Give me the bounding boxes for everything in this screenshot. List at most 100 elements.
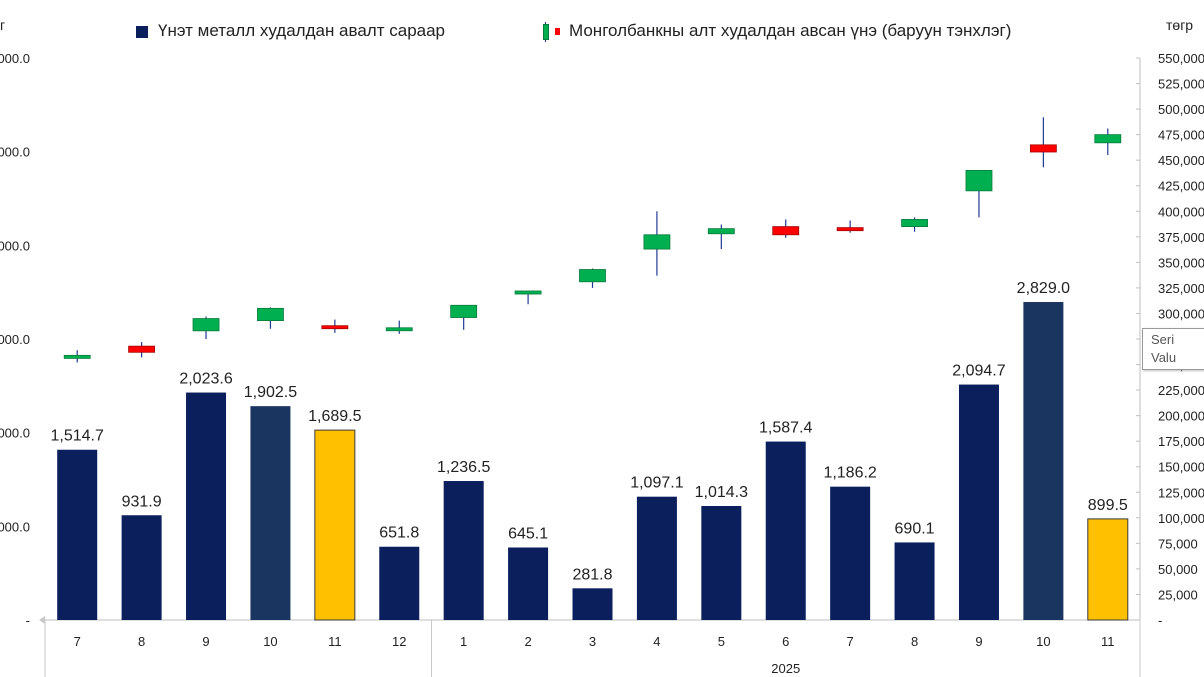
right-axis-tick-label: 375,000 — [1158, 230, 1204, 245]
left-axis-tick-label: 000.0 — [0, 238, 30, 253]
candlestick-legend-icon — [541, 21, 561, 42]
left-axis-tick-label: 000.0 — [0, 426, 30, 441]
right-axis-tick-label: 425,000 — [1158, 179, 1204, 194]
left-axis-unit: г — [0, 17, 6, 33]
bar — [636, 496, 677, 620]
candle-body — [965, 169, 993, 192]
x-axis-month-label: 9 — [975, 634, 982, 649]
right-axis-tick-label: 325,000 — [1158, 281, 1204, 296]
right-axis-tick-label: 100,000 — [1158, 511, 1204, 526]
bar-data-label: 645.1 — [508, 525, 548, 542]
bar — [572, 588, 613, 620]
bar — [1087, 518, 1129, 621]
right-axis-tick-label: 175,000 — [1158, 434, 1204, 449]
bar — [379, 546, 420, 620]
legend-label-bars: Үнэт металл худалдан авалт сараар — [158, 21, 446, 40]
bar — [701, 505, 742, 620]
x-axis-month-label: 3 — [589, 634, 596, 649]
right-axis-tick-label: 25,000 — [1158, 587, 1198, 602]
left-axis-tick-label: - — [26, 613, 30, 628]
bar — [765, 441, 806, 620]
candle-body — [1094, 134, 1122, 144]
bar — [508, 547, 549, 620]
bar-data-label: 1,186.2 — [823, 465, 876, 482]
bar-data-label: 2,023.6 — [179, 371, 232, 388]
bar-data-label: 1,014.3 — [695, 484, 748, 501]
x-axis-month-label: 10 — [263, 634, 277, 649]
candle-body — [707, 228, 735, 235]
bar — [250, 406, 291, 620]
right-axis-tick-label: 225,000 — [1158, 383, 1204, 398]
tooltip-line-value: Valu — [1151, 350, 1177, 365]
legend-item-candles[interactable]: Монголбанкны алт худалдан авсан үнэ (бар… — [541, 21, 1011, 42]
x-axis-month-label: 6 — [782, 634, 789, 649]
candle-body — [257, 307, 284, 322]
right-axis-tick-label: 500,000 — [1158, 102, 1204, 117]
right-axis-unit: төгр — [1166, 17, 1194, 33]
candle-body — [772, 226, 800, 236]
legend-swatch-bars — [136, 25, 148, 38]
axis-scroll-arrow-icon — [39, 616, 45, 624]
right-axis-tick-label: 550,000 — [1158, 51, 1204, 66]
x-axis-month-label: 10 — [1036, 634, 1050, 649]
candle-body — [579, 269, 606, 283]
right-axis-tick-label: 50,000 — [1158, 562, 1198, 577]
bar-data-label: 1,902.5 — [244, 384, 297, 401]
bar-data-label: 899.5 — [1088, 497, 1128, 514]
x-axis-month-label: 4 — [653, 634, 660, 649]
bar-data-label: 651.8 — [379, 525, 419, 542]
bar — [830, 486, 871, 620]
bar — [121, 515, 162, 620]
bar — [894, 542, 935, 620]
bar-data-label: 1,689.5 — [308, 408, 361, 425]
candle-body — [901, 219, 928, 227]
right-axis-tick-label: 525,000 — [1158, 77, 1204, 92]
x-axis-month-label: 8 — [138, 634, 145, 649]
left-axis-tick-label: 000.0 — [0, 332, 30, 347]
right-axis-tick-label: 350,000 — [1158, 255, 1204, 270]
x-axis-month-label: 8 — [911, 634, 918, 649]
bar-data-label: 1,236.5 — [437, 459, 490, 476]
bar-data-label: 2,829.0 — [1017, 280, 1070, 297]
right-axis-tick-label: 200,000 — [1158, 409, 1204, 424]
legend-item-bars[interactable]: Үнэт металл худалдан авалт сараар — [136, 21, 445, 41]
candle-body — [63, 354, 91, 359]
series-tooltip: Seri Valu — [1142, 328, 1204, 370]
bar-data-label: 931.9 — [122, 493, 162, 510]
bar-data-label: 1,587.4 — [759, 420, 812, 437]
right-axis-tick-label: 150,000 — [1158, 460, 1204, 475]
x-axis-month-label: 1 — [460, 634, 467, 649]
right-axis-tick-label: 450,000 — [1158, 153, 1204, 168]
x-axis-month-label: 11 — [328, 634, 342, 649]
x-axis-month-label: 9 — [202, 634, 209, 649]
left-axis-tick-label: 000.0 — [0, 51, 30, 66]
x-axis-year-label: 2025 — [771, 661, 800, 676]
bar — [958, 384, 999, 620]
candle-body — [1029, 144, 1057, 153]
right-axis-tick-label: - — [1158, 613, 1162, 628]
candle-body — [321, 325, 349, 330]
candle-body — [450, 304, 478, 318]
bar-data-label: 1,514.7 — [51, 428, 104, 445]
candle-body — [385, 327, 413, 332]
bar-data-label: 690.1 — [895, 520, 935, 537]
bar — [57, 449, 98, 620]
right-axis-tick-label: 300,000 — [1158, 306, 1204, 321]
candle-body — [643, 234, 671, 250]
left-axis-tick-label: 000.0 — [0, 145, 30, 160]
candle-body — [836, 227, 864, 232]
x-axis-month-label: 7 — [74, 634, 81, 649]
candle-body — [128, 345, 156, 353]
x-axis-month-label: 11 — [1101, 634, 1115, 649]
bar — [1023, 302, 1064, 620]
candle-body — [192, 318, 220, 332]
bar-data-label: 281.8 — [572, 566, 612, 583]
x-axis-month-label: 7 — [847, 634, 854, 649]
right-axis-tick-label: 475,000 — [1158, 128, 1204, 143]
bar — [186, 392, 227, 620]
right-axis-tick-label: 400,000 — [1158, 204, 1204, 219]
tooltip-line-series: Seri — [1151, 332, 1175, 347]
right-axis-tick-label: 125,000 — [1158, 485, 1204, 500]
x-axis-month-label: 5 — [718, 634, 725, 649]
